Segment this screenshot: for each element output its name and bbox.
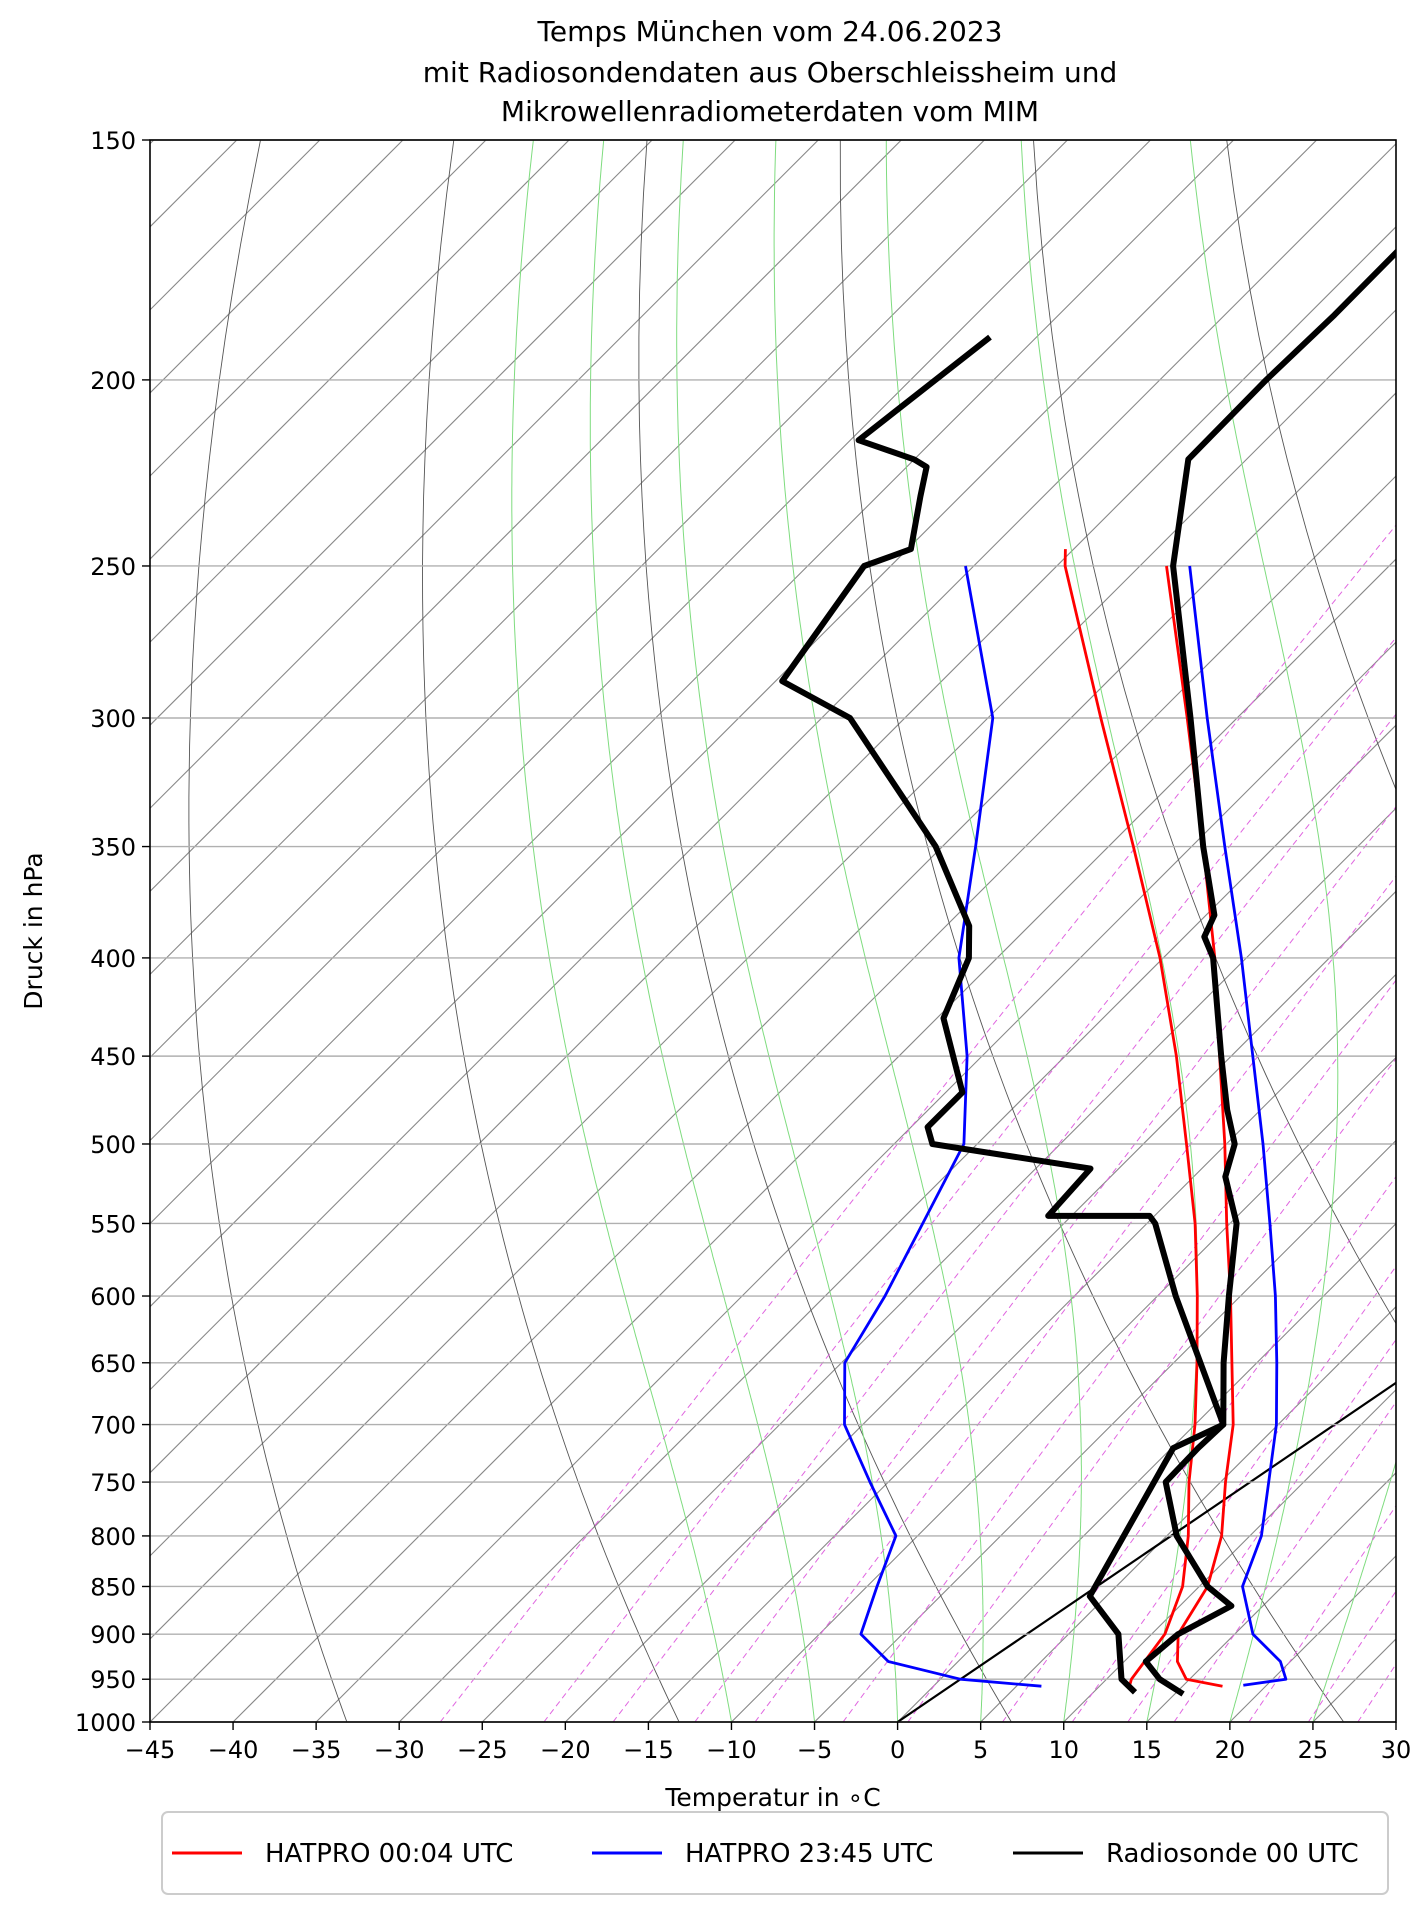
y-tick-label: 200 xyxy=(90,367,136,395)
x-tick-label: 10 xyxy=(1048,1736,1079,1764)
chart-title-line-1: Temps München vom 24.06.2023 xyxy=(537,15,1003,48)
x-tick-label: −10 xyxy=(706,1736,757,1764)
y-tick-label: 1000 xyxy=(75,1709,136,1737)
x-tick-label: 0 xyxy=(890,1736,905,1764)
y-tick-label: 600 xyxy=(90,1283,136,1311)
x-tick-label: −45 xyxy=(125,1736,176,1764)
x-tick-label: 30 xyxy=(1381,1736,1412,1764)
legend-label-hatpro-2345: HATPRO 23:45 UTC xyxy=(685,1839,933,1869)
y-tick-label: 800 xyxy=(90,1523,136,1551)
x-tick-label: −25 xyxy=(457,1736,508,1764)
x-tick-label: 25 xyxy=(1298,1736,1329,1764)
y-tick-label: 750 xyxy=(90,1469,136,1497)
y-tick-label: 550 xyxy=(90,1210,136,1238)
y-tick-label: 700 xyxy=(90,1412,136,1440)
x-tick-label: 5 xyxy=(973,1736,988,1764)
chart-title-line-2: mit Radiosondendaten aus Oberschleisshei… xyxy=(423,56,1117,89)
x-tick-label: −40 xyxy=(208,1736,259,1764)
x-tick-label: −20 xyxy=(540,1736,591,1764)
y-tick-label: 250 xyxy=(90,553,136,581)
chart-title-line-3: Mikrowellenradiometerdaten vom MIM xyxy=(501,95,1039,128)
x-axis-label: Temperatur in ∘C xyxy=(664,1783,880,1812)
y-tick-label: 350 xyxy=(90,834,136,862)
x-tick-label: 20 xyxy=(1215,1736,1246,1764)
y-tick-label: 900 xyxy=(90,1621,136,1649)
legend-label-radiosonde: Radiosonde 00 UTC xyxy=(1106,1839,1359,1869)
legend-label-hatpro-0004: HATPRO 00:04 UTC xyxy=(265,1839,513,1869)
y-tick-label: 450 xyxy=(90,1043,136,1071)
y-tick-label: 850 xyxy=(90,1573,136,1601)
y-tick-label: 950 xyxy=(90,1666,136,1694)
y-tick-label: 400 xyxy=(90,945,136,973)
y-tick-label: 300 xyxy=(90,705,136,733)
y-tick-label: 650 xyxy=(90,1350,136,1378)
x-tick-label: −30 xyxy=(374,1736,425,1764)
y-tick-label: 500 xyxy=(90,1131,136,1159)
legend: HATPRO 00:04 UTC HATPRO 23:45 UTC Radios… xyxy=(162,1812,1388,1894)
x-tick-label: −5 xyxy=(797,1736,832,1764)
x-tick-label: −35 xyxy=(291,1736,342,1764)
y-tick-label: 150 xyxy=(90,127,136,155)
y-axis-label: Druck in hPa xyxy=(19,852,48,1009)
x-tick-label: −15 xyxy=(623,1736,674,1764)
x-tick-label: 15 xyxy=(1132,1736,1163,1764)
